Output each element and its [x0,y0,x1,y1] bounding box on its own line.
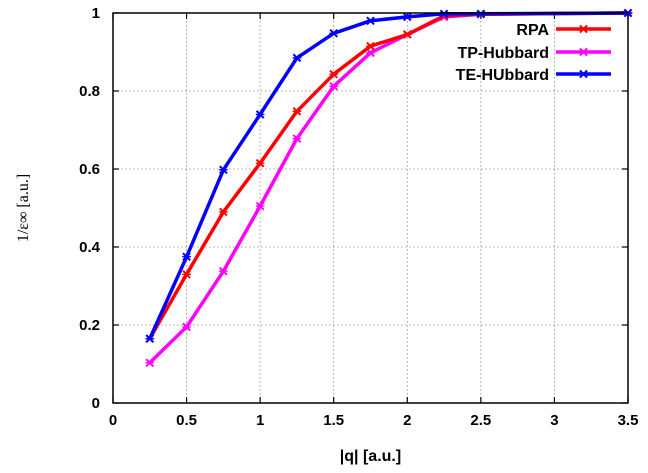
data-point [182,322,191,332]
data-point [579,69,588,79]
data-point [579,24,588,34]
data-point [579,47,588,57]
series-0 [145,8,633,343]
data-point [255,110,265,119]
series-layer [145,8,633,368]
legend-label: TP-Hubbard [457,45,549,62]
data-point [366,41,375,51]
data-point [292,106,302,116]
data-point [219,165,228,175]
data-point [255,158,265,168]
data-point [219,266,228,276]
data-point [402,12,412,22]
data-point [292,134,302,143]
legend-label: RPA [516,22,549,39]
data-point [292,53,302,63]
y-tick-label: 0 [92,395,100,412]
legend-label: TE-HUbbard [456,67,549,84]
x-tick-label: 2.5 [470,412,491,429]
data-point [402,30,412,39]
data-point [145,358,155,368]
legend-entry: TP-Hubbard [457,45,611,62]
legend-entry: TE-HUbbard [456,67,611,84]
x-tick-label: 0.5 [176,412,197,429]
series-1 [145,8,633,368]
y-tick-labels: 0 0.2 0.4 0.6 0.8 1 [79,5,101,412]
y-tick-label: 0.4 [79,239,101,256]
y-tick-label: 0.8 [79,83,100,100]
data-point [219,207,228,217]
x-axis-label: |q| [a.u.] [340,448,401,465]
grid-lines [113,13,628,403]
data-point [366,16,375,26]
axis-ticks [112,12,629,404]
series-2 [145,8,633,343]
series-line [148,11,629,365]
x-tick-label: 1 [256,412,264,429]
data-point [476,9,486,19]
data-point [255,201,265,211]
data-point [329,69,339,79]
x-tick-label: 2 [403,412,411,429]
data-point [182,252,191,262]
plot-frame [112,12,629,404]
x-tick-label: 0 [109,412,117,429]
legend-entry: RPA [516,22,611,39]
y-axis-label: 1/ε∞ [a.u.] [15,174,32,242]
x-tick-label: 3 [550,412,558,429]
x-tick-label: 3.5 [618,412,639,429]
legend: RPA TP-Hubbard TE-HUbbard [456,22,611,84]
data-point [439,9,449,19]
data-point [329,28,339,38]
y-tick-label: 0.2 [79,317,100,334]
x-tick-label: 1.5 [323,412,344,429]
data-point [329,82,339,91]
data-point [366,48,375,58]
x-tick-labels: 0 0.5 1 1.5 2 2.5 3 3.5 [109,412,639,429]
data-point [145,334,155,343]
series-line [148,11,629,340]
y-tick-label: 0.6 [79,161,100,178]
y-tick-label: 1 [92,5,100,22]
data-point [182,269,191,279]
